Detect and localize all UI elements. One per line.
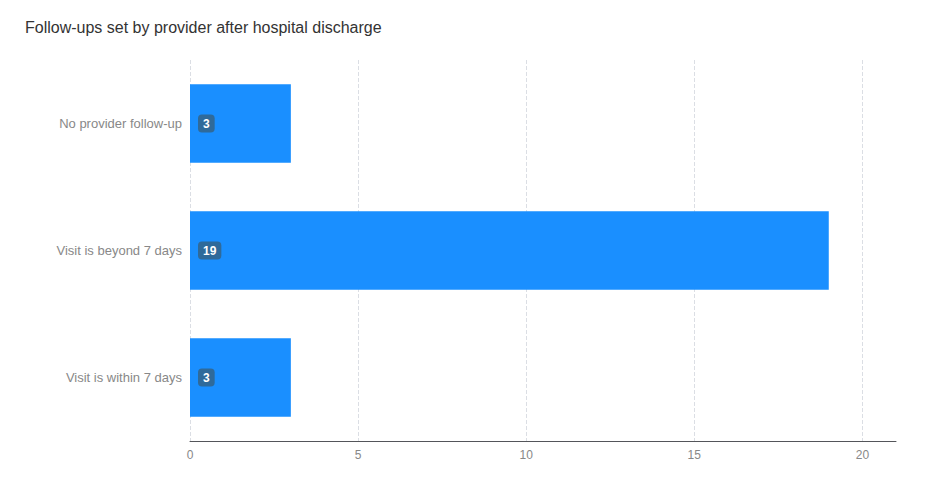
svg-text:3: 3 (203, 371, 210, 385)
svg-text:Visit is beyond 7 days: Visit is beyond 7 days (57, 243, 183, 258)
svg-text:19: 19 (203, 244, 217, 258)
svg-text:10: 10 (520, 448, 534, 462)
svg-text:Follow-ups set by provider aft: Follow-ups set by provider after hospita… (25, 19, 382, 36)
svg-text:0: 0 (187, 448, 194, 462)
svg-text:3: 3 (203, 117, 210, 131)
svg-text:Visit is within 7 days: Visit is within 7 days (66, 370, 183, 385)
svg-text:15: 15 (688, 448, 702, 462)
svg-text:20: 20 (856, 448, 870, 462)
svg-text:No provider follow-up: No provider follow-up (59, 116, 182, 131)
svg-text:5: 5 (355, 448, 362, 462)
